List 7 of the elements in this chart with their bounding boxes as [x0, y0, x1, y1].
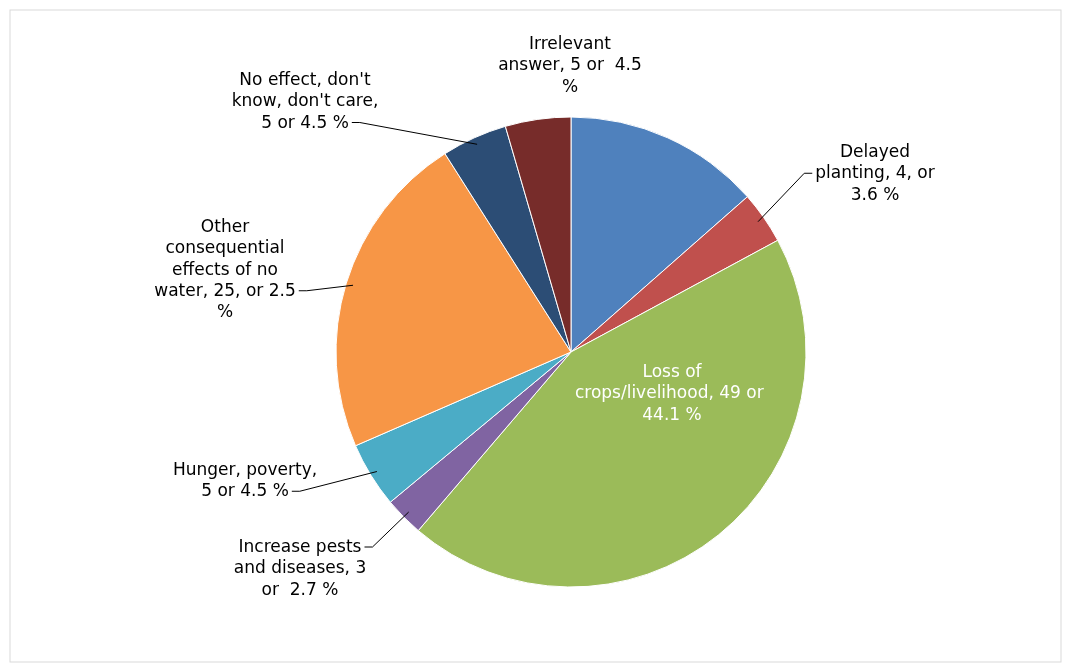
slice-label: Delayed planting, 4, or 3.6 %	[815, 141, 935, 204]
slice-label: Loss of crops/livelihood, 49 or 44.1 %	[574, 361, 770, 424]
slice-label: Increase pests and diseases, 3 or 2.7 %	[233, 536, 367, 599]
slice-label: Other consequential effects of no water, 25, or 2.5 %	[154, 216, 296, 321]
slice-label: Hunger, poverty, 5 or 4.5 %	[172, 459, 318, 501]
slice-label: Irrelevant answer, 5 or 4.5 %	[498, 33, 642, 96]
slice-label: No effect, don't know, don't care, 5 or 4.5 %	[231, 69, 379, 132]
